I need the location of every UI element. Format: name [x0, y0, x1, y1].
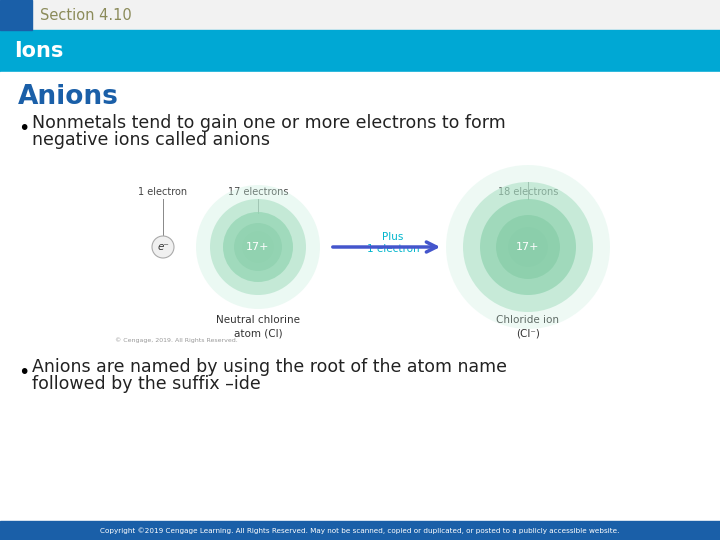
Bar [0, 0, 720, 30]
Circle shape [196, 185, 320, 309]
Text: followed by the suffix –ide: followed by the suffix –ide [32, 375, 261, 393]
Text: Plus: Plus [382, 232, 404, 242]
Circle shape [234, 223, 282, 271]
Text: Anions: Anions [18, 84, 119, 110]
Text: Nonmetals tend to gain one or more electrons to form: Nonmetals tend to gain one or more elect… [32, 114, 505, 132]
Bar [0, 72, 720, 522]
Text: •: • [18, 362, 30, 381]
Text: Ions: Ions [14, 41, 63, 61]
Text: Copyright ©2019 Cengage Learning. All Rights Reserved. May not be scanned, copie: Copyright ©2019 Cengage Learning. All Ri… [100, 528, 620, 535]
Text: Chloride ion
(Cl⁻): Chloride ion (Cl⁻) [497, 315, 559, 339]
Bar [0, 521, 720, 540]
Text: 17+: 17+ [516, 242, 540, 252]
Circle shape [210, 199, 306, 295]
Circle shape [446, 165, 610, 329]
Circle shape [223, 212, 293, 282]
Bar [0, 0, 32, 30]
Circle shape [242, 231, 274, 263]
Text: Neutral chlorine
atom (Cl): Neutral chlorine atom (Cl) [216, 315, 300, 339]
Text: 17+: 17+ [246, 242, 270, 252]
Text: © Cengage, 2019. All Rights Reserved.: © Cengage, 2019. All Rights Reserved. [115, 337, 238, 343]
Circle shape [508, 227, 548, 267]
Circle shape [480, 199, 576, 295]
Bar [0, 30, 720, 72]
Circle shape [152, 236, 174, 258]
Text: Anions are named by using the root of the atom name: Anions are named by using the root of th… [32, 358, 507, 376]
Text: 1 electron: 1 electron [138, 187, 188, 197]
Text: 17 electrons: 17 electrons [228, 187, 288, 197]
Text: negative ions called anions: negative ions called anions [32, 131, 270, 149]
Circle shape [463, 182, 593, 312]
Text: e⁻: e⁻ [157, 242, 169, 252]
Text: •: • [18, 118, 30, 138]
Circle shape [496, 215, 560, 279]
Text: 1 electron: 1 electron [366, 244, 419, 254]
Text: Section 4.10: Section 4.10 [40, 8, 132, 23]
Text: 18 electrons: 18 electrons [498, 187, 558, 197]
